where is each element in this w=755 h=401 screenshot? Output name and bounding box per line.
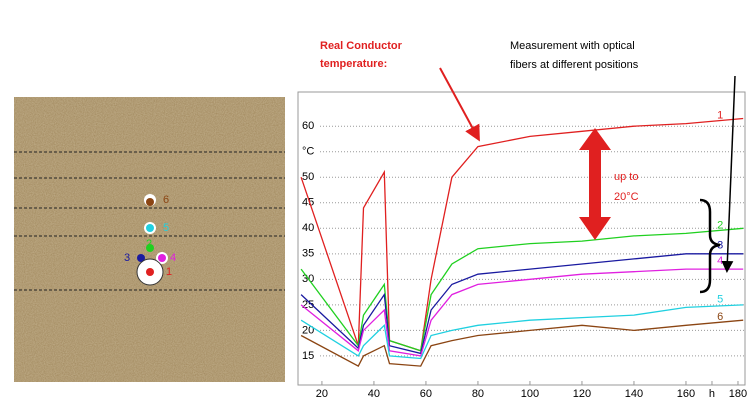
annotation: Real Conductor [320, 40, 403, 52]
series-line [300, 117, 744, 352]
y-tick-label: 60 [302, 120, 314, 132]
x-tick-label: 20 [316, 388, 328, 400]
x-tick-label: 140 [625, 388, 643, 400]
series-label: 3 [717, 240, 723, 252]
position-label: 4 [170, 252, 176, 264]
double-arrow [579, 128, 611, 240]
x-tick-label: 180 [729, 388, 747, 400]
position-label: 2 [146, 238, 152, 250]
x-tick-label: 80 [472, 388, 484, 400]
soil-image: 6 5 2 3 4 1 [14, 97, 285, 382]
x-tick-label: 120 [573, 388, 591, 400]
y-tick-label: 20 [302, 324, 314, 336]
y-tick-label: 50 [302, 171, 314, 183]
annotation: fibers at different positions [510, 59, 639, 71]
series-line [300, 319, 744, 367]
annotation: temperature: [320, 58, 387, 70]
annotation: up to [614, 171, 638, 183]
x-tick-label: h [709, 388, 715, 400]
brace [699, 198, 721, 294]
x-tick-label: 160 [677, 388, 695, 400]
y-tick-label: 15 [302, 350, 314, 362]
x-tick-label: 40 [368, 388, 380, 400]
arrow [439, 67, 480, 142]
series-label: 1 [717, 110, 723, 122]
annotation: Measurement with optical [510, 40, 635, 52]
position-label: 5 [163, 222, 169, 234]
position-label: 1 [166, 266, 172, 278]
series-line [300, 253, 744, 355]
series-label: 5 [717, 293, 723, 305]
plot-area [297, 91, 746, 386]
position-label: 6 [163, 194, 169, 206]
x-tick-label: 100 [521, 388, 539, 400]
annotation: 20°C [614, 191, 639, 203]
series-label: 4 [717, 255, 723, 267]
series-line [300, 304, 744, 360]
series-line [300, 227, 744, 352]
position-label: 3 [124, 252, 130, 264]
arrow [721, 75, 736, 273]
series-label: 6 [717, 311, 723, 323]
y-tick-label: 35 [302, 248, 314, 260]
series-line [300, 268, 744, 357]
series-label: 2 [717, 219, 723, 231]
y-tick-label: °C [302, 146, 314, 158]
x-tick-label: 60 [420, 388, 432, 400]
y-tick-label: 40 [302, 222, 314, 234]
